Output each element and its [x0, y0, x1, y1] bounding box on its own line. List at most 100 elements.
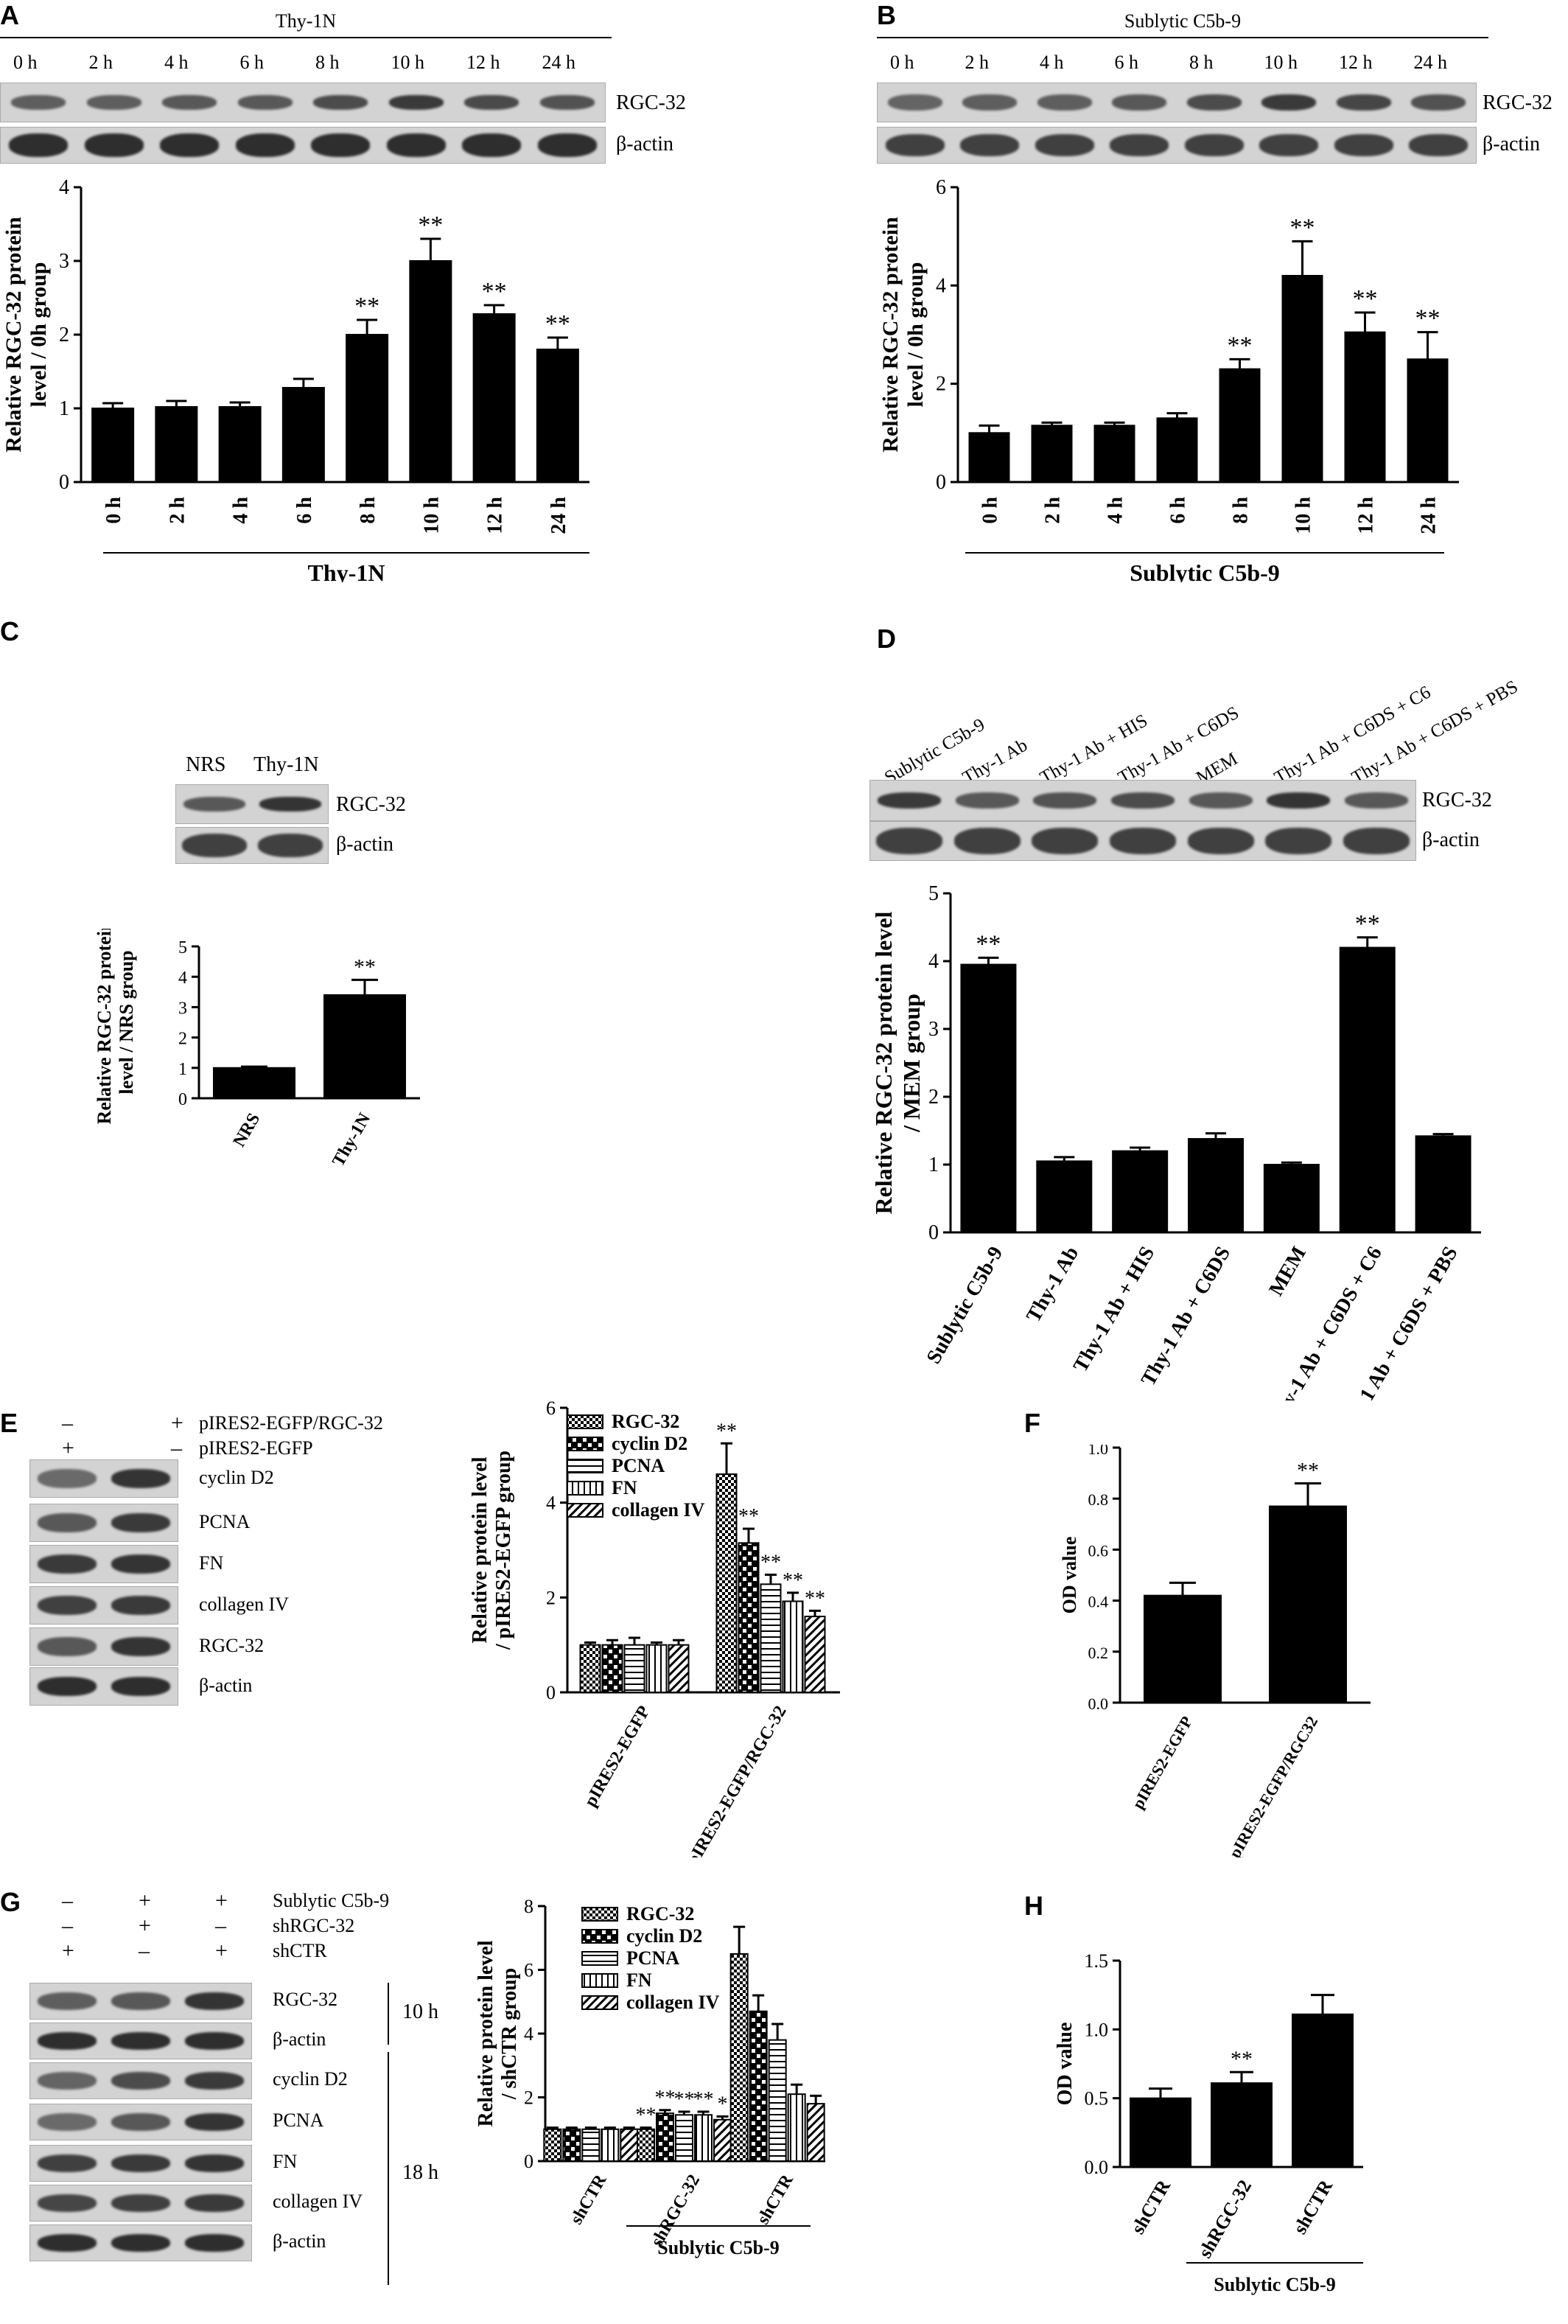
row-label-g-6: β-actin — [273, 2230, 326, 2252]
western-blot-g-5 — [29, 2185, 252, 2222]
y-tick-label: 5 — [178, 938, 187, 957]
sign-e-1-1: – — [171, 1436, 182, 1460]
rgc32-d-band-5 — [1267, 792, 1331, 809]
lane-label-a-7: 24 h — [542, 52, 576, 73]
y-axis-label: Relative RGC-32 protein — [1, 217, 26, 453]
sign-g-0-0: – — [62, 1888, 73, 1913]
legend-swatch — [567, 1481, 603, 1496]
legend-swatch — [581, 1973, 618, 1988]
legend-swatch — [567, 1503, 603, 1518]
western-blot-e-5 — [29, 1667, 178, 1706]
y-axis-label: Relative RGC-32 protein — [878, 217, 903, 453]
y-tick-label: 0 — [546, 1682, 556, 1703]
western-blot-e-3 — [29, 1586, 178, 1625]
row-label-actin-b: β-actin — [1483, 133, 1540, 156]
y-tick-label: 6 — [524, 1960, 533, 1981]
x-tick-label: 0 h — [102, 497, 125, 524]
band-e-2-0 — [38, 1554, 97, 1574]
band-g-1-2 — [185, 2032, 244, 2050]
x-tick-label: 4 h — [1105, 497, 1127, 524]
actin-b-band-6 — [1334, 134, 1393, 156]
rgc32-a-band-4 — [313, 95, 368, 110]
y-tick-label: 3 — [178, 999, 187, 1018]
bar — [623, 1644, 645, 1693]
legend-label: FN — [626, 1969, 652, 1991]
actin-a-band-3 — [235, 133, 295, 157]
y-tick-label: 0.6 — [1088, 1541, 1109, 1560]
x-tick-label: shCTR — [1289, 2176, 1337, 2238]
y-tick-label: 5 — [928, 882, 939, 905]
bar — [768, 2039, 787, 2162]
western-blot-g-2 — [29, 2062, 252, 2099]
blot-header-line-b — [877, 37, 1488, 38]
significance-marker: ** — [1231, 2047, 1253, 2071]
significance-marker: ** — [418, 212, 443, 239]
condition-label-e-1: pIRES2-EGFP — [199, 1437, 313, 1459]
sign-e-0-1: + — [171, 1411, 183, 1435]
bar — [1292, 2013, 1354, 2168]
bar — [1219, 368, 1261, 483]
band-e-3-0 — [38, 1596, 97, 1615]
sign-g-0-2: + — [215, 1888, 228, 1913]
rgc32-b-band-4 — [1186, 94, 1242, 111]
western-blot-actin-d — [869, 821, 1416, 861]
legend-swatch — [567, 1414, 603, 1429]
actin-d-band-6 — [1343, 828, 1410, 854]
row-label-actin-a: β-actin — [616, 133, 673, 156]
panel-label-d: D — [877, 624, 896, 654]
y-tick-label: 6 — [936, 176, 946, 199]
bar — [579, 1644, 601, 1693]
bar — [1130, 2097, 1191, 2168]
significance-marker: ** — [693, 2088, 714, 2111]
y-axis-label: Relative protein level — [469, 1456, 491, 1643]
row-label-g-3: PCNA — [273, 2110, 324, 2131]
bar — [91, 408, 135, 483]
actin-a-band-1 — [84, 133, 144, 157]
lane-label-a-1: 2 h — [88, 52, 113, 73]
panel-label-a: A — [0, 0, 19, 30]
band-e-2-1 — [111, 1554, 170, 1574]
y-tick-label: 0.5 — [1085, 2088, 1109, 2110]
legend-swatch — [581, 1907, 618, 1922]
row-label-g-1: β-actin — [273, 2028, 326, 2050]
bar — [715, 1473, 738, 1693]
y-tick-label: 0 — [936, 471, 946, 494]
panel-label-h: H — [1024, 1891, 1043, 1921]
legend-label: FN — [612, 1477, 637, 1498]
bar — [968, 432, 1010, 484]
rgc32-b-band-5 — [1261, 94, 1317, 111]
band-e-0-1 — [111, 1469, 170, 1488]
x-tick-label: 24 h — [547, 497, 570, 534]
band-g-2-2 — [185, 2072, 244, 2090]
rgc32-b-band-6 — [1336, 94, 1391, 111]
rgc32-a-band-7 — [539, 95, 595, 110]
chart-c: 0 1 2 3 4 5 Relative RGC-32 protein level / NRS… — [94, 929, 420, 1170]
x-tick-label: shCTR — [1127, 2176, 1175, 2238]
band-g-3-0 — [38, 2113, 97, 2131]
row-label-rgc32-d: RGC-32 — [1422, 789, 1492, 812]
actin-a-band-4 — [311, 133, 371, 157]
band-g-5-2 — [185, 2194, 244, 2212]
bar — [960, 963, 1017, 1233]
bar — [804, 1616, 826, 1694]
lane-label-b-5: 10 h — [1264, 52, 1298, 73]
western-blot-rgc32-b — [877, 83, 1477, 122]
chart-g: 0 2 4 6 8 Relative protein level / shCTR group… — [475, 1896, 825, 2258]
band-g-2-1 — [111, 2072, 170, 2090]
actin-a-band-6 — [462, 133, 522, 157]
x-tick-label: 0 h — [979, 497, 1002, 524]
actin-d-band-0 — [875, 828, 942, 854]
row-label-e-2: FN — [199, 1552, 224, 1574]
y-tick-label: 6 — [546, 1400, 556, 1419]
y-tick-label: 2 — [59, 324, 69, 346]
significance-marker: ** — [354, 955, 376, 979]
rgc32-a-band-3 — [237, 95, 293, 110]
bar — [1144, 1594, 1222, 1703]
chart-e: 0 2 4 6 Relative protein level / pIRES2-EGFP … — [469, 1400, 840, 1857]
x-tick-label: shCTR — [567, 2171, 611, 2227]
significance-marker: ** — [1290, 214, 1315, 241]
significance-marker: ** — [805, 1587, 825, 1610]
bar — [562, 2128, 581, 2162]
legend-label: collagen IV — [612, 1499, 705, 1521]
band-g-4-0 — [38, 2154, 97, 2172]
